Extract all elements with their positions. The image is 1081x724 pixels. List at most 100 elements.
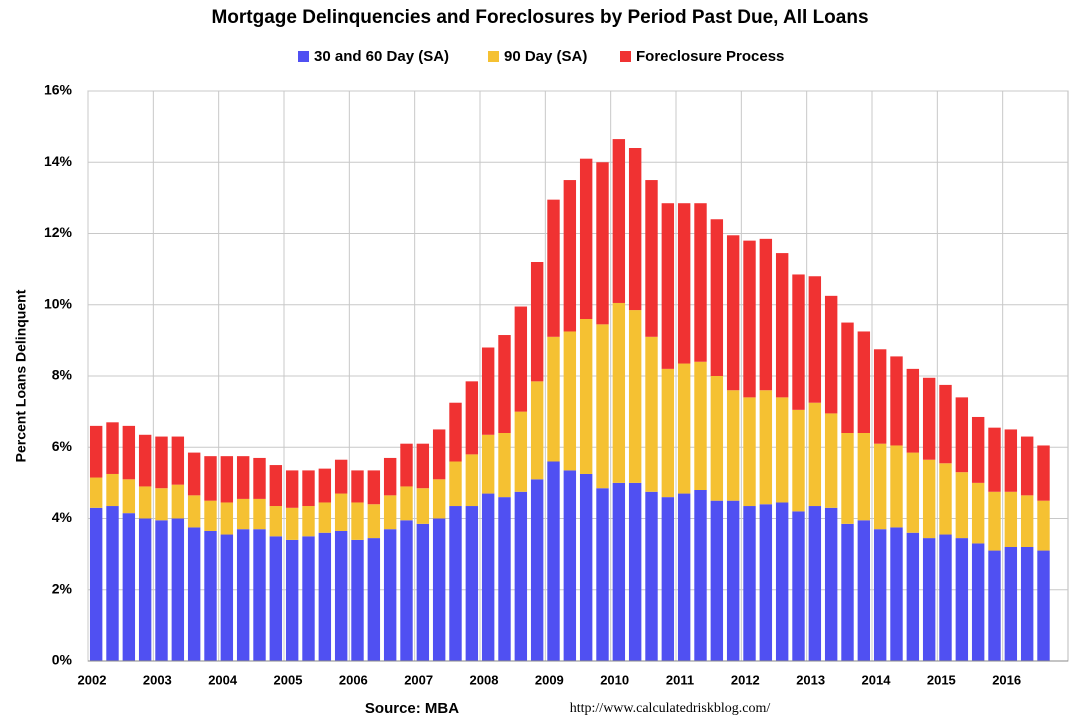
bar-segment: [302, 506, 315, 537]
bar-segment: [596, 162, 609, 325]
bar-segment: [547, 199, 560, 337]
bar-segment: [122, 425, 136, 480]
bar-segment: [922, 538, 936, 661]
x-tick-label: 2012: [731, 672, 760, 687]
bar-segment: [710, 376, 724, 501]
bar-segment: [89, 477, 103, 508]
y-tick-label: 14%: [44, 153, 73, 169]
bar-segment: [383, 495, 397, 530]
bar-segment: [792, 409, 805, 512]
bar-segment: [890, 356, 903, 446]
y-tick-label: 10%: [44, 295, 73, 311]
legend-swatch: [620, 51, 631, 62]
bar-segment: [171, 436, 185, 485]
bar-segment: [465, 381, 479, 455]
x-tick-label: 2016: [992, 672, 1021, 687]
x-tick-label: 2005: [274, 672, 303, 687]
bar-segment: [612, 482, 626, 661]
bar-segment: [857, 433, 871, 521]
bar-segment: [106, 422, 119, 474]
bar-segment: [628, 482, 642, 661]
x-tick-label: 2011: [666, 672, 694, 687]
bar-segment: [726, 235, 740, 391]
bar-segment: [334, 493, 348, 531]
bar-segment: [318, 468, 332, 503]
bar-segment: [824, 295, 838, 414]
bar-segment: [873, 529, 887, 661]
bar-segment: [824, 507, 838, 661]
bar-segment: [187, 495, 201, 528]
bar-segment: [710, 219, 724, 376]
bar-segment: [400, 443, 413, 487]
bar-segment: [906, 368, 920, 453]
bar-segment: [351, 502, 364, 540]
bar-segment: [726, 390, 740, 501]
legend-swatch: [488, 51, 499, 62]
bar-segment: [449, 506, 462, 661]
bar-segment: [955, 397, 969, 473]
url: http://www.calculatedriskblog.com/: [570, 701, 771, 716]
bar-segment: [1004, 491, 1018, 547]
bar-segment: [498, 497, 511, 661]
bar-segment: [596, 324, 609, 489]
bar-segment: [775, 397, 789, 503]
bar-segment: [416, 443, 430, 489]
bar-segment: [204, 456, 217, 501]
bar-segment: [628, 148, 642, 311]
bar-segment: [743, 506, 756, 661]
x-tick-label: 2004: [208, 672, 238, 687]
y-tick-label: 8%: [52, 367, 73, 383]
bar-segment: [432, 518, 446, 661]
bar-segment: [988, 491, 1001, 551]
bar-segment: [677, 363, 691, 494]
bar-segment: [122, 513, 136, 661]
bar-segment: [906, 452, 920, 533]
chart-title: Mortgage Delinquencies and Foreclosures …: [211, 7, 868, 28]
bar-segment: [955, 538, 969, 661]
bar-segment: [236, 456, 250, 499]
bar-segment: [514, 306, 528, 412]
bar-segment: [155, 436, 168, 489]
bar-segment: [563, 180, 577, 332]
bar-segment: [187, 452, 201, 496]
bar-segment: [187, 527, 201, 661]
bar-segment: [1020, 495, 1034, 547]
bar-segment: [645, 336, 658, 492]
bar-segment: [269, 536, 283, 661]
bar-segment: [579, 473, 593, 661]
bar-segment: [220, 456, 234, 503]
bar-segment: [351, 470, 364, 503]
bar-segment: [988, 550, 1001, 661]
bar-segment: [432, 479, 446, 519]
bar-segment: [253, 498, 266, 530]
bar-segment: [873, 349, 887, 444]
bar-segment: [367, 504, 381, 539]
bar-segment: [138, 434, 152, 487]
bar-segment: [269, 506, 283, 537]
bar-segment: [547, 336, 560, 462]
y-axis-label: Percent Loans Delinquent: [13, 289, 29, 462]
bar-segment: [922, 377, 936, 460]
bar-segment: [759, 504, 773, 661]
bar-segment: [220, 502, 234, 535]
x-tick-label: 2002: [78, 672, 107, 687]
bar-segment: [416, 488, 430, 524]
bar-segment: [775, 253, 789, 398]
x-tick-label: 2007: [404, 672, 433, 687]
x-tick-label: 2014: [862, 672, 892, 687]
bar-segment: [481, 493, 495, 661]
bar-segment: [792, 511, 805, 661]
bar-segment: [432, 429, 446, 480]
bar-segment: [89, 507, 103, 661]
bar-segment: [645, 180, 658, 337]
bar-segment: [367, 538, 381, 661]
bar-segment: [759, 238, 773, 391]
bar-segment: [236, 529, 250, 661]
bar-segment: [971, 543, 985, 661]
bar-segment: [743, 397, 756, 507]
bar-segment: [318, 532, 332, 661]
bar-segment: [579, 158, 593, 319]
bar-segment: [922, 459, 936, 539]
bar-segment: [302, 536, 315, 661]
